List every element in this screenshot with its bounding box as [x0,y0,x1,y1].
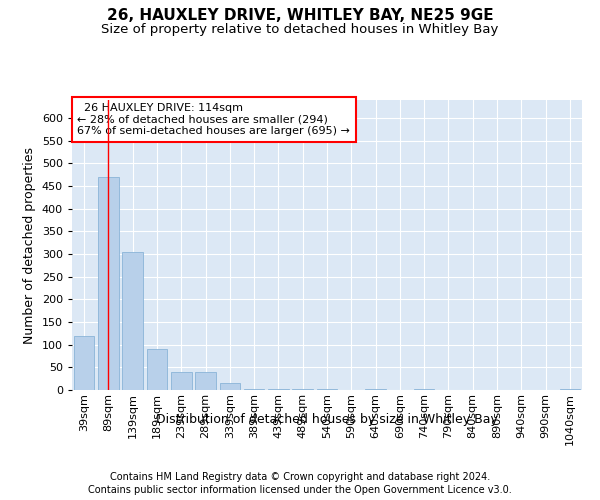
Y-axis label: Number of detached properties: Number of detached properties [23,146,36,344]
Bar [171,372,191,390]
Bar [98,177,119,390]
Text: Size of property relative to detached houses in Whitley Bay: Size of property relative to detached ho… [101,22,499,36]
Bar [292,389,313,390]
Text: Contains HM Land Registry data © Crown copyright and database right 2024.: Contains HM Land Registry data © Crown c… [110,472,490,482]
Bar [122,252,143,390]
Bar [414,389,434,390]
Bar [74,336,94,390]
Bar [560,389,580,390]
Bar [220,383,240,390]
Text: Distribution of detached houses by size in Whitley Bay: Distribution of detached houses by size … [156,412,498,426]
Bar [365,389,386,390]
Bar [268,389,289,390]
Bar [146,349,167,390]
Text: Contains public sector information licensed under the Open Government Licence v3: Contains public sector information licen… [88,485,512,495]
Bar [244,389,265,390]
Bar [195,372,216,390]
Text: 26 HAUXLEY DRIVE: 114sqm
← 28% of detached houses are smaller (294)
67% of semi-: 26 HAUXLEY DRIVE: 114sqm ← 28% of detach… [77,103,350,136]
Bar [317,389,337,390]
Text: 26, HAUXLEY DRIVE, WHITLEY BAY, NE25 9GE: 26, HAUXLEY DRIVE, WHITLEY BAY, NE25 9GE [107,8,493,22]
